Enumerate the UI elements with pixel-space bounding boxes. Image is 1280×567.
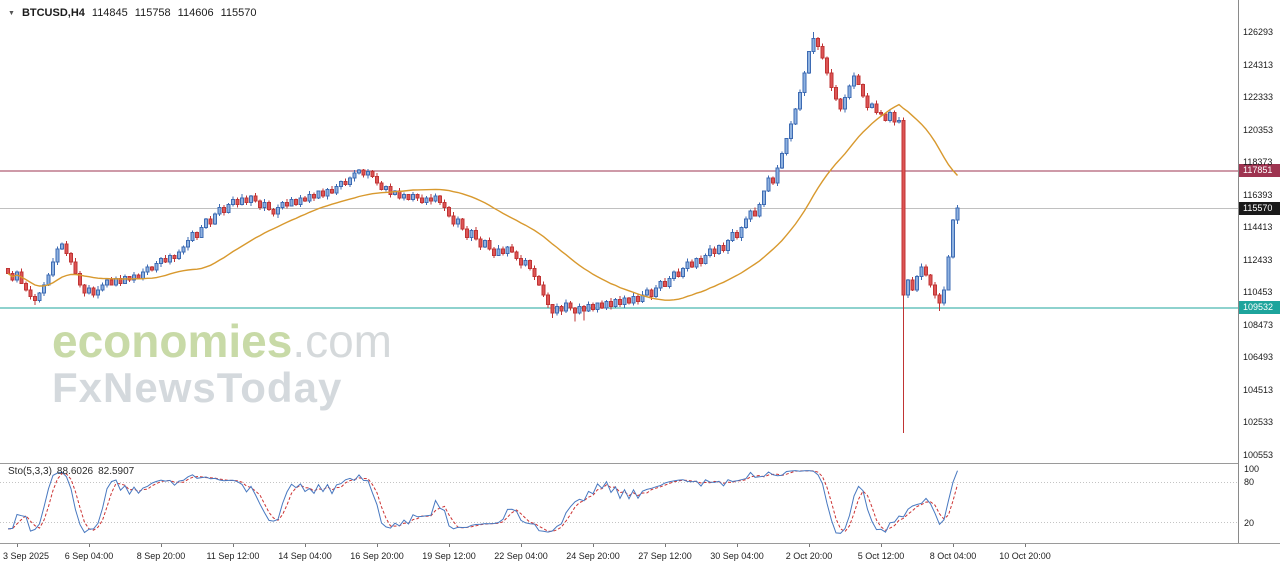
time-axis-tick: [449, 544, 450, 547]
indicator-axis[interactable]: 100 80 20: [1244, 464, 1280, 543]
time-axis-tick: [89, 544, 90, 547]
price-axis-label: 114413: [1243, 222, 1273, 233]
watermark-tagline: FxNewsToday: [52, 363, 343, 411]
indicator-signal-value: 82.5907: [98, 466, 135, 477]
time-axis-tick: [881, 544, 882, 547]
current-price-tag: 115570: [1239, 201, 1280, 215]
main-chart-canvas[interactable]: [0, 0, 1238, 463]
watermark-line1: economies.com: [52, 318, 392, 365]
price-axis-label: 126293: [1243, 26, 1274, 37]
price-axis-label: 110453: [1243, 287, 1273, 298]
price-lines: [0, 170, 1238, 309]
time-axis-tick: [953, 544, 954, 547]
time-axis-label: 24 Sep 20:00: [566, 551, 620, 561]
time-axis-tick: [1025, 544, 1026, 547]
time-axis-label: 5 Oct 12:00: [857, 551, 905, 561]
stochastic-level-lines: [0, 481, 1238, 524]
time-axis-tick: [809, 544, 810, 547]
indicator-main-value: 88.6026: [56, 466, 94, 477]
time-axis-tick: [593, 544, 594, 547]
price-axis-label: 108473: [1243, 319, 1274, 330]
time-axis-tick: [737, 544, 738, 547]
time-axis-label: 27 Sep 12:00: [638, 551, 692, 561]
watermark-brand-suffix: .com: [292, 315, 392, 367]
watermark: economies.com FxNewsToday: [52, 318, 392, 410]
support-price-tag: 109532: [1239, 300, 1280, 314]
pane-separator[interactable]: [0, 463, 1280, 464]
price-axis-label: 118373: [1243, 157, 1273, 168]
price-axis-label: 124313: [1243, 59, 1274, 70]
indicator-axis-label: 80: [1244, 477, 1255, 488]
time-axis-label: 8 Sep 20:00: [136, 551, 186, 561]
symbol-dropdown-icon[interactable]: ▼: [8, 9, 15, 17]
time-axis-label: 19 Sep 12:00: [422, 551, 476, 561]
watermark-brand: economies: [52, 315, 293, 367]
symbol-timeframe: BTCUSD,H4: [21, 7, 85, 19]
indicator-name: Sto(5,3,3): [8, 466, 52, 477]
time-axis-label: 3 Sep 2025: [3, 551, 50, 561]
time-axis-tick: [665, 544, 666, 547]
stochastic-main-line: [7, 470, 958, 534]
price-axis-label: 122333: [1243, 92, 1274, 103]
time-axis-label: 10 Oct 20:00: [999, 551, 1051, 561]
time-axis-label: 30 Sep 04:00: [710, 551, 764, 561]
price-axis-label: 100553: [1243, 449, 1274, 460]
price-axis-label: 112433: [1243, 254, 1273, 265]
time-axis[interactable]: 3 Sep 2025 6 Sep 04:00 8 Sep 20:00 11 Sep 1…: [0, 543, 1280, 567]
candlestick-series: [6, 31, 960, 433]
time-axis-label: 14 Sep 04:00: [278, 551, 332, 561]
time-axis-tick: [305, 544, 306, 547]
indicator-label: Sto(5,3,3) 88.6026 82.5907: [8, 466, 139, 477]
ohlc-open: 114845: [91, 7, 128, 19]
price-axis-label: 106493: [1243, 352, 1274, 363]
price-axis-label: 104513: [1243, 384, 1274, 395]
moving-average-line: [7, 103, 959, 301]
price-axis-label: 120353: [1243, 124, 1274, 135]
indicator-axis-label: 20: [1244, 517, 1255, 528]
ohlc-low: 114606: [177, 7, 214, 19]
time-axis-tick: [17, 544, 18, 547]
stochastic-canvas[interactable]: [0, 464, 1238, 543]
time-axis-tick: [377, 544, 378, 547]
price-axis-label: 102533: [1243, 417, 1274, 428]
ohlc-high: 115758: [134, 7, 171, 19]
price-axis-label: 116393: [1243, 189, 1273, 200]
ohlc-close: 115570: [220, 7, 257, 19]
price-axis[interactable]: 117851 115570 109532 126293 124313 122333 1…: [1238, 0, 1280, 543]
time-axis-label: 2 Oct 20:00: [785, 551, 833, 561]
time-axis-label: 8 Oct 04:00: [929, 551, 977, 561]
time-axis-tick: [233, 544, 234, 547]
time-axis-tick: [521, 544, 522, 547]
time-axis-label: 22 Sep 04:00: [494, 551, 548, 561]
time-axis-label: 16 Sep 20:00: [350, 551, 404, 561]
resistance-price-tag: 117851: [1239, 164, 1280, 178]
indicator-axis-label: 100: [1244, 464, 1260, 474]
chart-title: ▼ BTCUSD,H4 114845 115758 114606 115570: [8, 7, 256, 19]
time-axis-tick: [161, 544, 162, 547]
time-axis-label: 6 Sep 04:00: [64, 551, 114, 561]
time-axis-label: 11 Sep 12:00: [206, 551, 260, 561]
